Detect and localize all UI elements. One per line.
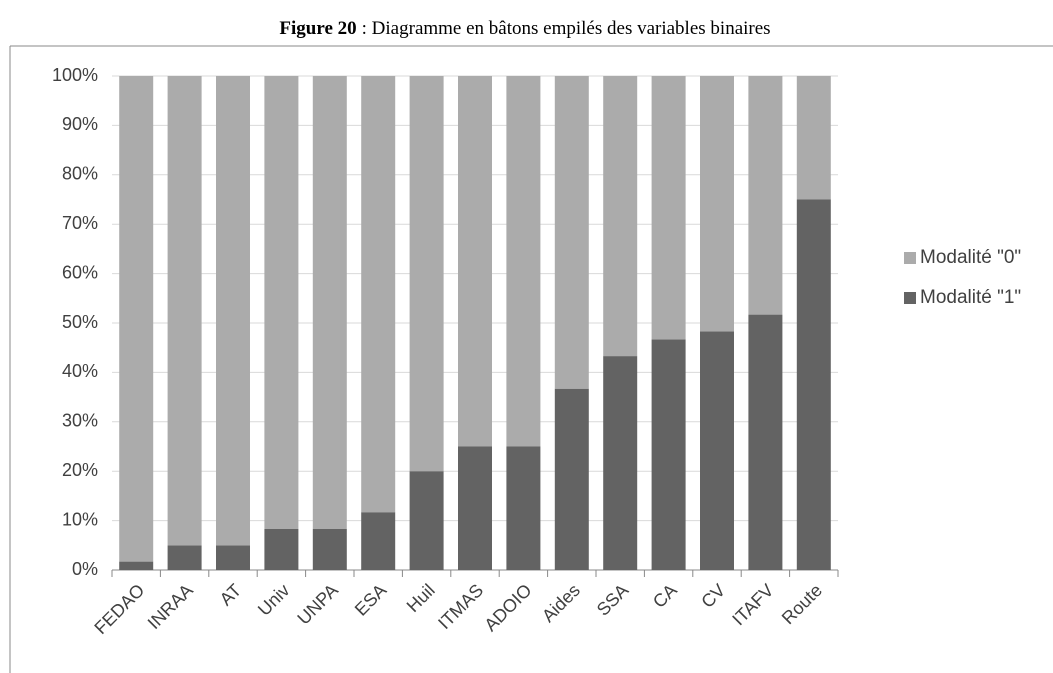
bar-segment — [119, 561, 154, 570]
bar-segment — [361, 76, 396, 513]
x-tick-label: Aides — [538, 580, 584, 626]
x-tick-label: CV — [697, 580, 729, 612]
legend-swatch — [904, 292, 916, 304]
bar-segment — [312, 528, 347, 570]
x-tick-label: ITAFV — [728, 580, 777, 629]
bar-segment — [700, 76, 734, 332]
bar-segment — [651, 76, 686, 340]
x-tick-label: FEDAO — [90, 580, 148, 638]
bar-segment — [264, 76, 299, 529]
legend-label: Modalité "1" — [920, 287, 1021, 308]
y-tick-label: 80% — [62, 164, 98, 184]
legend-label: Modalité "0" — [920, 247, 1021, 268]
y-tick-label: 100% — [52, 65, 98, 85]
bar-segment — [796, 76, 831, 200]
y-tick-label: 10% — [62, 509, 98, 529]
bar-segment — [554, 388, 589, 570]
y-tick-label: 30% — [62, 411, 98, 431]
bar-segment — [603, 76, 638, 357]
y-tick-label: 0% — [72, 559, 98, 579]
bar-segment — [409, 76, 444, 472]
x-tick-label: INRAA — [144, 580, 197, 633]
x-tick-label: AT — [216, 580, 245, 609]
bar-segment — [409, 471, 444, 570]
x-tick-label: ITMAS — [434, 580, 487, 633]
x-tick-label: Route — [778, 580, 826, 628]
y-tick-label: 50% — [62, 312, 98, 332]
bar-segment — [458, 76, 492, 447]
x-tick-label: Univ — [254, 580, 294, 620]
x-tick-label: SSA — [593, 580, 633, 620]
bar-segment — [700, 331, 734, 570]
bar-segment — [506, 446, 541, 570]
x-tick-label: UNPA — [293, 580, 342, 629]
y-tick-label: 70% — [62, 213, 98, 233]
bar-segment — [506, 76, 541, 447]
bar-segment — [264, 528, 299, 570]
bar-segment — [361, 512, 396, 570]
chart-title: Figure 20 : Diagramme en bâtons empilés d… — [279, 18, 770, 39]
y-tick-label: 90% — [62, 114, 98, 134]
bar-segment — [312, 76, 347, 529]
legend-swatch — [904, 252, 916, 264]
bar-segment — [216, 545, 250, 570]
bar-segment — [748, 314, 783, 570]
bar-segment — [119, 76, 154, 562]
x-tick-label: ESA — [351, 580, 391, 620]
x-tick-label: Huil — [403, 580, 439, 616]
x-tick-label: CA — [649, 580, 681, 612]
x-tick-label: ADOIO — [480, 580, 535, 635]
y-tick-label: 40% — [62, 361, 98, 381]
bar-segment — [216, 76, 250, 546]
bar-segment — [651, 339, 686, 570]
bar-segment — [458, 446, 492, 570]
bar-segment — [796, 199, 831, 570]
bar-segment — [748, 76, 783, 315]
y-tick-label: 20% — [62, 460, 98, 480]
bar-segment — [603, 356, 638, 570]
title-text: : Diagramme en bâtons empilés des variab… — [362, 18, 771, 39]
bar-segment — [554, 76, 589, 389]
bar-segment — [167, 545, 202, 570]
bar-segment — [167, 76, 202, 546]
y-tick-label: 60% — [62, 262, 98, 282]
title-prefix: Figure 20 — [279, 18, 356, 39]
